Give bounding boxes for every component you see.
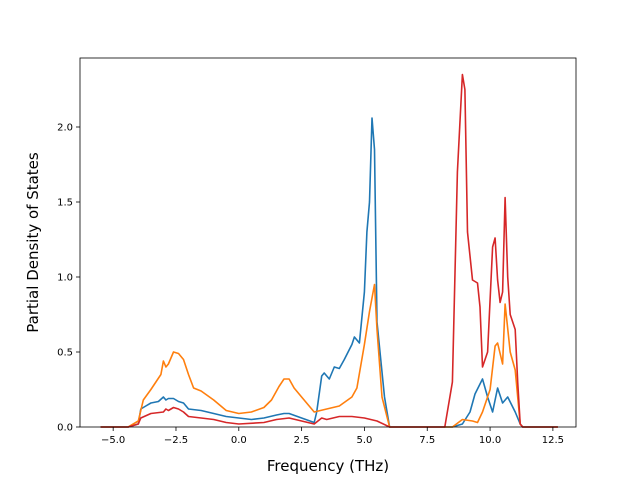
y-tick-label: 0.5 [57, 348, 73, 359]
x-tick-label: −5.0 [101, 435, 125, 446]
x-axis-label: Frequency (THz) [267, 457, 389, 475]
y-tick-label: 1.5 [57, 198, 73, 209]
x-tick-label: 7.5 [419, 435, 435, 446]
x-tick-label: 12.5 [542, 435, 564, 446]
series-line-2 [100, 283, 558, 428]
x-tick-label: 0.0 [231, 435, 247, 446]
x-tick-label: −2.5 [164, 435, 188, 446]
plot-area [100, 73, 558, 428]
series-line-1 [100, 117, 558, 428]
x-tick-label: 5.0 [356, 435, 372, 446]
y-tick-label: 0.0 [57, 423, 73, 434]
x-tick-label: 2.5 [294, 435, 310, 446]
y-axis-label: Partial Density of States [24, 152, 42, 333]
x-axis: −5.0 −2.5 0.0 2.5 5.0 7.5 10.0 12.5 [101, 427, 564, 446]
y-tick-label: 1.0 [57, 273, 73, 284]
axes-frame [79, 57, 577, 428]
y-axis: 0.0 0.5 1.0 1.5 2.0 [57, 123, 80, 434]
x-tick-label: 10.0 [479, 435, 501, 446]
series-line-3 [100, 73, 558, 428]
y-tick-label: 2.0 [57, 123, 73, 134]
